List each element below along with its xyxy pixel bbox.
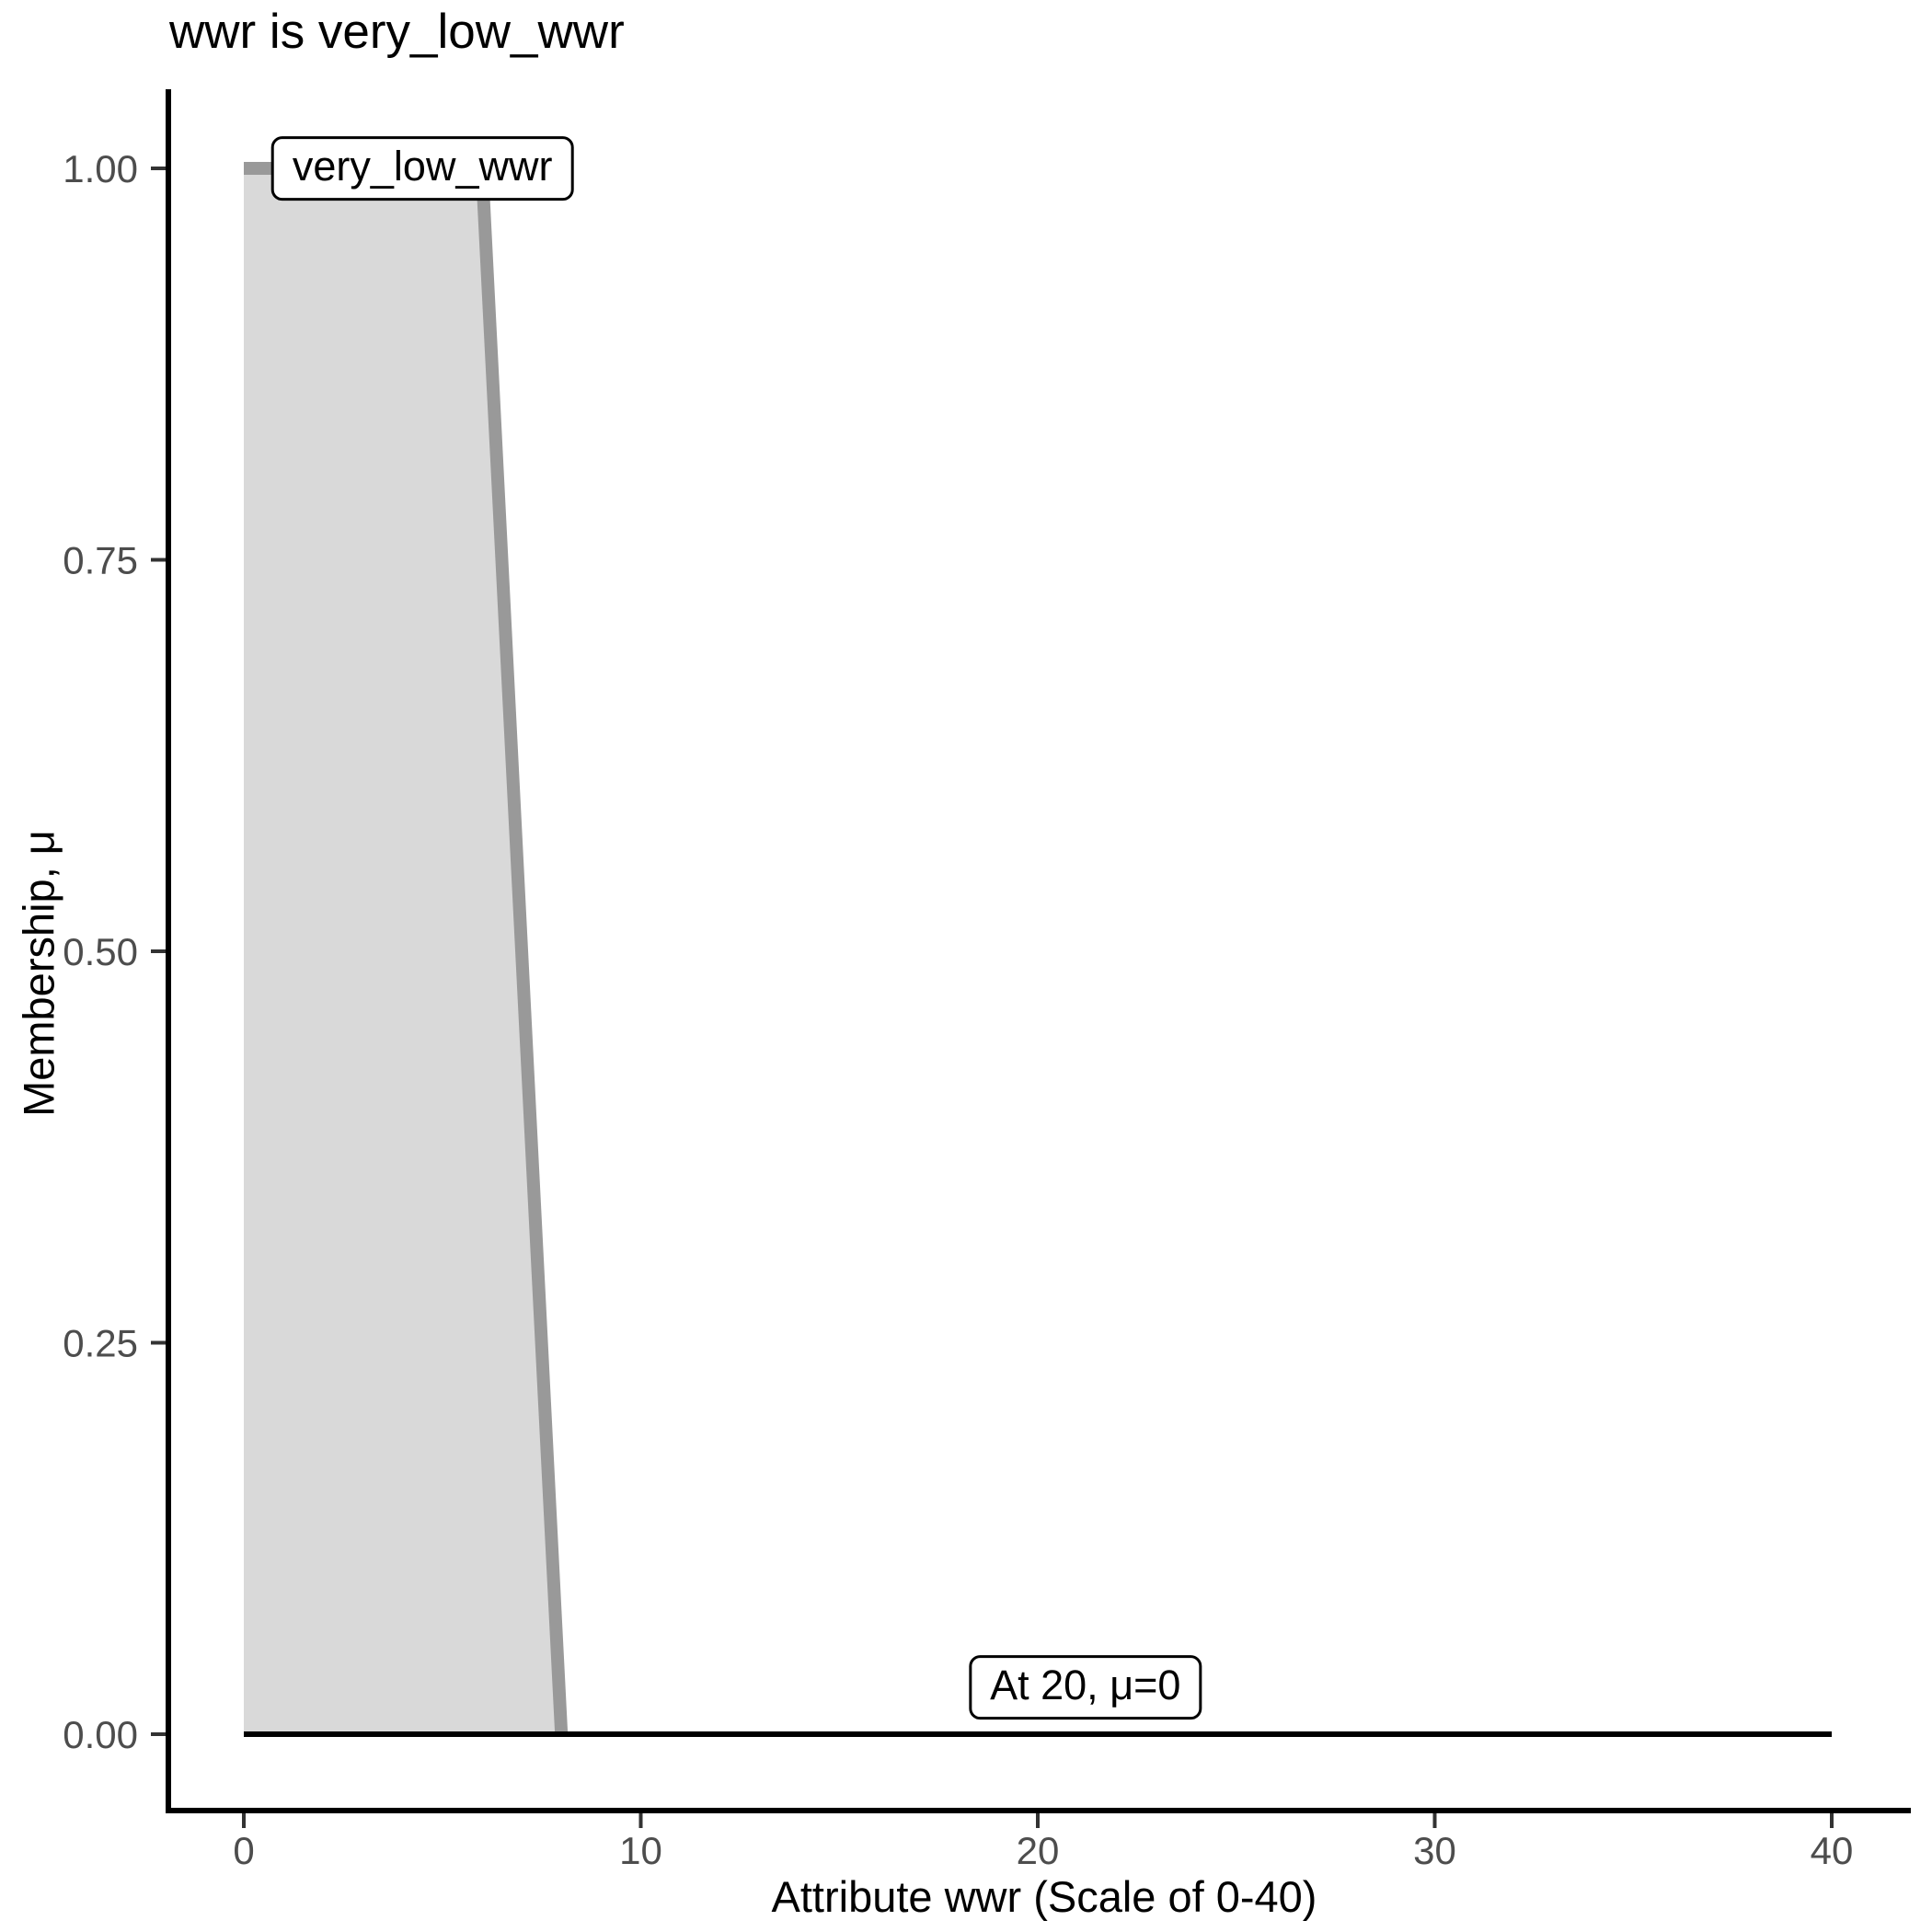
x-axis-tick-label: 10 — [619, 1829, 662, 1872]
x-axis-tick-label: 40 — [1811, 1829, 1854, 1872]
y-axis-tick-label: 0.25 — [63, 1322, 138, 1365]
y-axis-tick-label: 0.00 — [63, 1713, 138, 1756]
chart-title: wwr is very_low_wwr — [169, 5, 625, 59]
x-axis-title: Attribute wwr (Scale of 0-40) — [771, 1872, 1317, 1921]
y-axis-tick-label: 0.50 — [63, 930, 138, 973]
x-axis-tick-label: 30 — [1413, 1829, 1456, 1872]
x-axis-tick-label: 0 — [233, 1829, 254, 1872]
y-axis-tick-label: 0.75 — [63, 539, 138, 582]
x-axis-tick-label: 20 — [1017, 1829, 1060, 1872]
annotation-at-20-mu-0: At 20, μ=0 — [969, 1655, 1202, 1719]
membership-area-fill — [244, 168, 562, 1734]
y-axis-tick-label: 1.00 — [63, 147, 138, 190]
y-axis-title: Membership, μ — [14, 830, 63, 1117]
annotation-very-low-wwr-label: very_low_wwr — [270, 136, 574, 201]
